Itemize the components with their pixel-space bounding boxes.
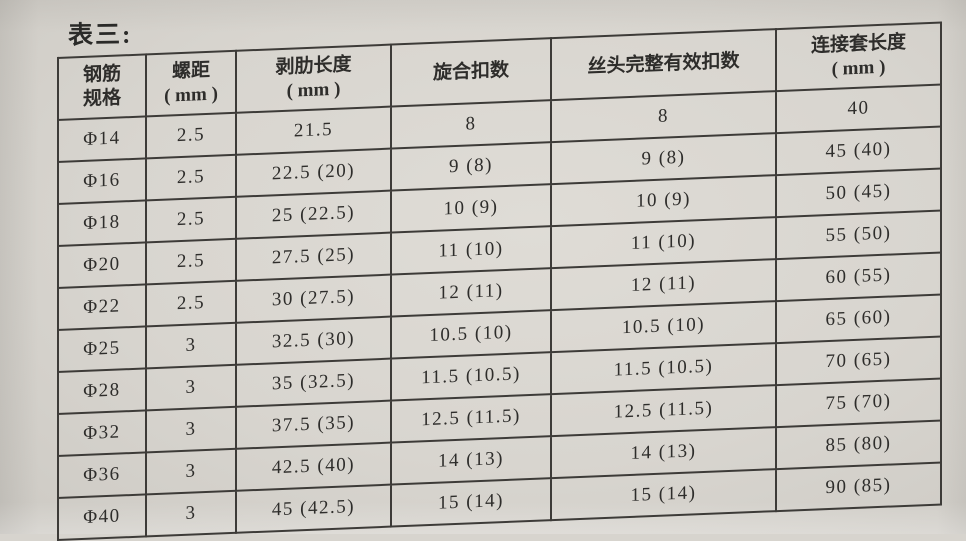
header-label: 丝头完整有效扣数 (587, 50, 740, 78)
cell-turns: 8 (391, 100, 551, 149)
cell-turns: 9 (8) (391, 142, 551, 191)
cell-pitch: 2.5 (146, 154, 236, 201)
cell-spec: Φ32 (58, 410, 146, 456)
cell-spec: Φ16 (58, 158, 146, 204)
cell-turns: 11 (10) (391, 226, 551, 275)
cell-pitch: 2.5 (146, 238, 236, 285)
cell-pitch: 3 (146, 448, 236, 495)
cell-strip: 25 (22.5) (236, 190, 391, 239)
cell-turns: 15 (14) (391, 478, 551, 527)
header-label: 钢筋 (82, 63, 121, 87)
header-thread-pitch: 螺距 ( mm ) (146, 50, 236, 117)
cell-strip: 30 (27.5) (236, 274, 391, 323)
header-unit: ( mm ) (164, 83, 218, 107)
cell-turns: 10.5 (10) (391, 310, 551, 359)
cell-spec: Φ18 (58, 200, 146, 246)
cell-sleeve: 75 (70) (776, 378, 941, 428)
cell-pitch: 3 (146, 364, 236, 411)
cell-spec: Φ28 (58, 368, 146, 414)
cell-strip: 22.5 (20) (236, 148, 391, 197)
cell-sleeve: 40 (776, 84, 941, 134)
cell-spec: Φ36 (58, 452, 146, 498)
cell-sleeve: 65 (60) (776, 294, 941, 344)
cell-sleeve: 70 (65) (776, 336, 941, 386)
cell-pitch: 2.5 (146, 196, 236, 243)
cell-pitch: 3 (146, 322, 236, 369)
page-title: 表三: (67, 21, 133, 50)
cell-pitch: 2.5 (146, 112, 236, 159)
cell-turns: 12.5 (11.5) (391, 394, 551, 443)
table-body: Φ14 2.5 21.5 8 8 40 Φ16 2.5 22.5 (20) 9 … (58, 84, 941, 540)
cell-sleeve: 45 (40) (776, 126, 941, 176)
header-unit: ( mm ) (831, 56, 886, 80)
cell-spec: Φ40 (58, 494, 146, 540)
spec-table-container: 钢筋 规格 螺距 ( mm ) 剥肋长度 ( mm ) 旋合扣数 丝头完整有效扣… (57, 21, 942, 541)
cell-strip: 32.5 (30) (236, 316, 391, 365)
cell-spec: Φ14 (58, 116, 146, 162)
cell-sleeve: 60 (55) (776, 252, 941, 302)
cell-spec: Φ22 (58, 284, 146, 330)
cell-strip: 45 (42.5) (236, 484, 391, 533)
cell-sleeve: 90 (85) (776, 462, 941, 512)
cell-turns: 10 (9) (391, 184, 551, 233)
cell-sleeve: 55 (50) (776, 210, 941, 260)
cell-turns: 11.5 (10.5) (391, 352, 551, 401)
cell-strip: 21.5 (236, 106, 391, 155)
cell-strip: 42.5 (40) (236, 442, 391, 491)
cell-effective: 15 (14) (551, 469, 776, 521)
cell-spec: Φ20 (58, 242, 146, 288)
header-label: 螺距 (171, 60, 210, 83)
header-label: 旋合扣数 (432, 59, 509, 85)
cell-pitch: 2.5 (146, 280, 236, 327)
cell-pitch: 3 (146, 490, 236, 537)
cell-strip: 35 (32.5) (236, 358, 391, 407)
cell-spec: Φ25 (58, 326, 146, 372)
cell-sleeve: 85 (80) (776, 420, 941, 470)
header-unit: ( mm ) (286, 78, 341, 102)
header-sleeve-length: 连接套长度 ( mm ) (776, 22, 941, 92)
header-engaged-turns: 旋合扣数 (391, 38, 551, 107)
spec-table: 钢筋 规格 螺距 ( mm ) 剥肋长度 ( mm ) 旋合扣数 丝头完整有效扣… (57, 21, 942, 541)
cell-strip: 37.5 (35) (236, 400, 391, 449)
header-unit: 规格 (82, 87, 121, 110)
cell-turns: 14 (13) (391, 436, 551, 485)
header-strip-length: 剥肋长度 ( mm ) (236, 44, 391, 113)
cell-pitch: 3 (146, 406, 236, 453)
header-rebar-spec: 钢筋 规格 (58, 54, 146, 120)
header-effective-turns: 丝头完整有效扣数 (551, 29, 776, 101)
cell-strip: 27.5 (25) (236, 232, 391, 281)
cell-sleeve: 50 (45) (776, 168, 941, 218)
cell-turns: 12 (11) (391, 268, 551, 317)
